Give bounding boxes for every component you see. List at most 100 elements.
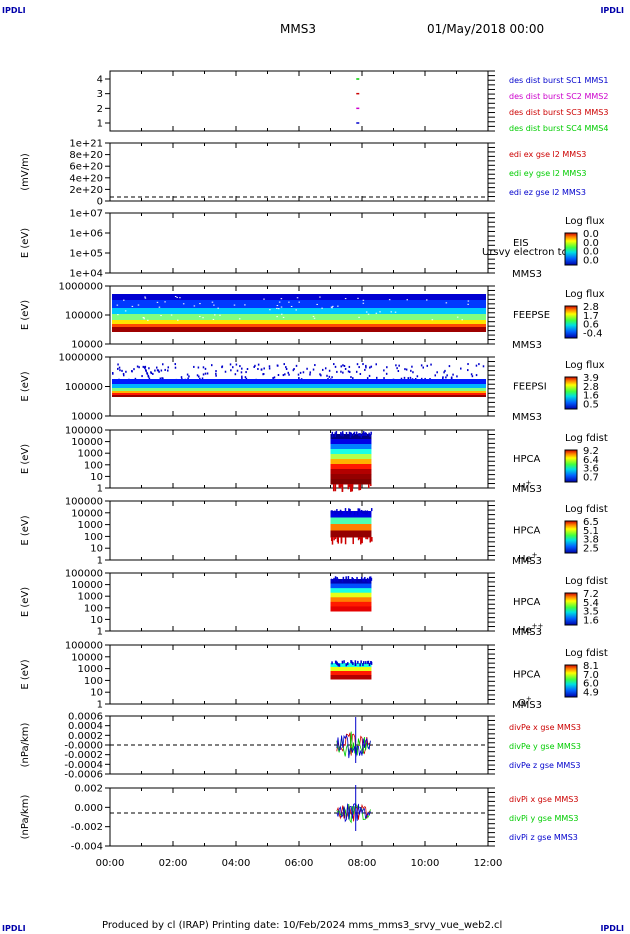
burst-tail — [341, 484, 344, 492]
flux-speck — [263, 298, 265, 300]
flux-band-5 — [112, 324, 486, 327]
burst-band-4 — [330, 454, 372, 460]
burst-edge — [334, 576, 337, 580]
flux-dot — [236, 369, 239, 372]
y-tick-label: -0.0006 — [64, 770, 103, 781]
burst-edge — [356, 511, 359, 515]
flux-speck — [211, 301, 214, 303]
flux-dot — [475, 374, 478, 377]
flux-speck — [217, 307, 219, 309]
flux-speck — [461, 319, 463, 321]
flux-speck — [143, 318, 145, 320]
burst-edge — [358, 433, 360, 437]
flux-dot — [241, 375, 243, 378]
instrument-label-p3: EIS — [513, 238, 529, 249]
time-tick-label: 12:00 — [474, 858, 503, 869]
flux-speck — [394, 311, 397, 313]
colorbar-tick-p5: 1.6 — [583, 391, 599, 402]
burst-edge — [341, 660, 344, 664]
flux-speck — [425, 299, 428, 301]
flux-speck — [280, 306, 283, 308]
burst-edge — [353, 511, 356, 515]
burst-edge — [354, 663, 357, 667]
flux-dot — [133, 368, 135, 371]
burst-edge — [363, 578, 366, 582]
colorbar-tick-p5: 3.9 — [583, 373, 599, 384]
flux-dot — [306, 367, 308, 370]
burst-edge — [363, 511, 366, 515]
flux-speck — [144, 296, 146, 298]
burst-edge — [331, 661, 333, 665]
flux-band-3 — [112, 314, 486, 320]
flux-dot — [272, 377, 274, 380]
burst-band-8 — [330, 474, 372, 480]
species-charge-p9: + — [526, 695, 532, 703]
burst-tail — [339, 484, 342, 489]
flux-dot — [188, 375, 190, 378]
flux-dot — [162, 363, 164, 366]
flux-dot — [471, 375, 474, 378]
burst-band-1 — [330, 517, 372, 525]
series-line-0 — [336, 732, 371, 756]
burst-band-0 — [330, 663, 372, 668]
flux-speck — [332, 305, 334, 307]
burst-edge — [341, 511, 343, 515]
colorbar-tick-p7: 5.1 — [583, 526, 599, 537]
flux-dot — [426, 364, 429, 367]
burst-edge — [354, 579, 356, 583]
y-axis-label-p5: E (eV) — [20, 371, 31, 401]
flux-dot — [400, 377, 403, 380]
flux-speck — [357, 297, 359, 299]
flux-dot — [444, 369, 446, 372]
flux-dot — [262, 373, 265, 376]
y-tick-label: 4 — [97, 75, 103, 86]
spacecraft-label-p4: MMS3 — [512, 340, 542, 351]
flux-dot — [240, 371, 243, 374]
flux-dot — [122, 372, 125, 375]
series-line-2 — [336, 803, 371, 823]
burst-band-5 — [330, 459, 372, 465]
burst-edge — [357, 660, 359, 664]
burst-edge — [331, 434, 334, 438]
flux-dot — [359, 372, 362, 375]
y-tick-label: 4e+20 — [69, 173, 103, 184]
flux-dot — [288, 373, 290, 376]
flux-speck — [179, 297, 181, 299]
burst-edge — [360, 660, 362, 664]
burst-edge — [369, 576, 372, 580]
flux-dot — [342, 371, 344, 374]
flux-dot — [365, 364, 367, 367]
flux-dot — [470, 373, 473, 376]
y-tick-label: 10 — [90, 544, 103, 555]
burst-edge — [338, 511, 340, 515]
flux-dot — [383, 369, 385, 372]
instrument-label-p8: HPCA — [513, 597, 541, 608]
y-axis-label-p3: E (eV) — [20, 228, 31, 258]
flux-dot — [376, 376, 378, 379]
panel-frame-p7 — [109, 500, 489, 561]
y-tick-label: 1 — [97, 700, 103, 711]
burst-tail — [332, 484, 335, 492]
burst-edge — [350, 579, 352, 583]
flux-dot — [456, 375, 458, 378]
panel-frame-p9 — [109, 644, 489, 705]
y-tick-label: 6e+20 — [69, 162, 103, 173]
y-tick-label: 1e+05 — [69, 249, 103, 260]
flux-dot — [314, 364, 316, 367]
flux-speck — [375, 312, 378, 314]
burst-edge — [355, 431, 358, 435]
burst-edge — [345, 663, 347, 667]
y-tick-label: 1000 — [78, 449, 103, 460]
flux-dot — [122, 374, 125, 377]
flux-dot — [364, 368, 366, 371]
flux-speck — [219, 314, 221, 316]
burst-edge — [365, 661, 367, 665]
burst-edge — [350, 432, 353, 436]
y-tick-label: -0.004 — [71, 842, 103, 853]
colorbar-tick-p7: 3.8 — [583, 535, 599, 546]
corner-label-bottom-left: IPDLI — [2, 924, 26, 933]
y-tick-label: 100 — [84, 460, 103, 471]
flux-speck — [193, 305, 196, 307]
flux-dot — [136, 365, 139, 368]
y-axis-label-p8: E (eV) — [20, 587, 31, 617]
